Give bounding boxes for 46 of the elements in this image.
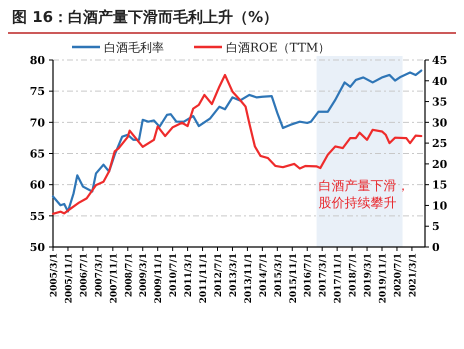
x-tick-label: 2019/3/1 [364, 253, 374, 298]
x-tick-label: 2010/7/1 [169, 253, 180, 298]
x-tick-label: 2015/11/1 [288, 253, 299, 304]
x-tick-label: 2011/11/1 [199, 253, 210, 304]
x-tick-label: 2020/7/1 [393, 253, 404, 298]
x-tick-label: 2015/3/1 [274, 253, 284, 298]
y2-tick-label: 0 [432, 241, 440, 254]
x-tick-label: 2009/11/1 [154, 253, 164, 304]
legend-label: 白酒毛利率 [104, 40, 164, 54]
x-tick-label: 2013/11/1 [244, 253, 254, 304]
x-tick-label: 2021/3/1 [408, 253, 418, 298]
y2-tick-label: 5 [432, 220, 440, 234]
y-tick-label: 75 [30, 85, 45, 98]
y-tick-label: 50 [30, 241, 46, 254]
x-tick-label: 2019/11/1 [378, 253, 389, 304]
x-tick-label: 2007/11/1 [109, 253, 120, 304]
y2-tick-label: 40 [432, 74, 448, 88]
x-tick-label: 2005/11/1 [64, 253, 74, 304]
y2-tick-label: 35 [432, 96, 448, 109]
y-tick-label: 55 [30, 210, 45, 223]
y-tick-label: 65 [30, 148, 45, 160]
y2-tick-label: 15 [432, 178, 448, 192]
x-tick-label: 2016/7/1 [304, 253, 314, 298]
y2-tick-label: 45 [432, 54, 448, 67]
x-tick-label: 2014/7/1 [258, 253, 269, 298]
x-tick-label: 2008/7/1 [124, 253, 134, 298]
x-tick-label: 2017/11/1 [334, 253, 344, 304]
y-tick-label: 70 [30, 116, 46, 130]
x-tick-label: 2017/3/1 [318, 253, 329, 298]
band-label: 白酒产量下滑，股价持续攀升 [318, 178, 411, 212]
x-tick-label: 2009/3/1 [139, 253, 150, 298]
x-tick-label: 2007/3/1 [94, 253, 104, 298]
x-tick-label: 2005/3/1 [50, 253, 60, 298]
chart-title: 图 16：白酒产量下滑而毛利上升（%） [12, 8, 278, 26]
x-tick-label: 2011/3/1 [184, 253, 194, 298]
x-tick-label: 2012/7/1 [214, 253, 224, 298]
x-tick-label: 2013/3/1 [228, 253, 239, 298]
y2-tick-label: 10 [432, 199, 448, 212]
legend-label: 白酒ROE（TTM） [226, 40, 330, 54]
y-tick-label: 80 [30, 54, 46, 67]
x-tick-label: 2018/7/1 [348, 253, 359, 298]
y-tick-label: 60 [30, 178, 46, 192]
x-tick-label: 2006/7/1 [79, 253, 90, 298]
y2-tick-label: 25 [432, 137, 448, 150]
y2-tick-label: 20 [432, 158, 448, 171]
y2-tick-label: 30 [432, 116, 448, 130]
